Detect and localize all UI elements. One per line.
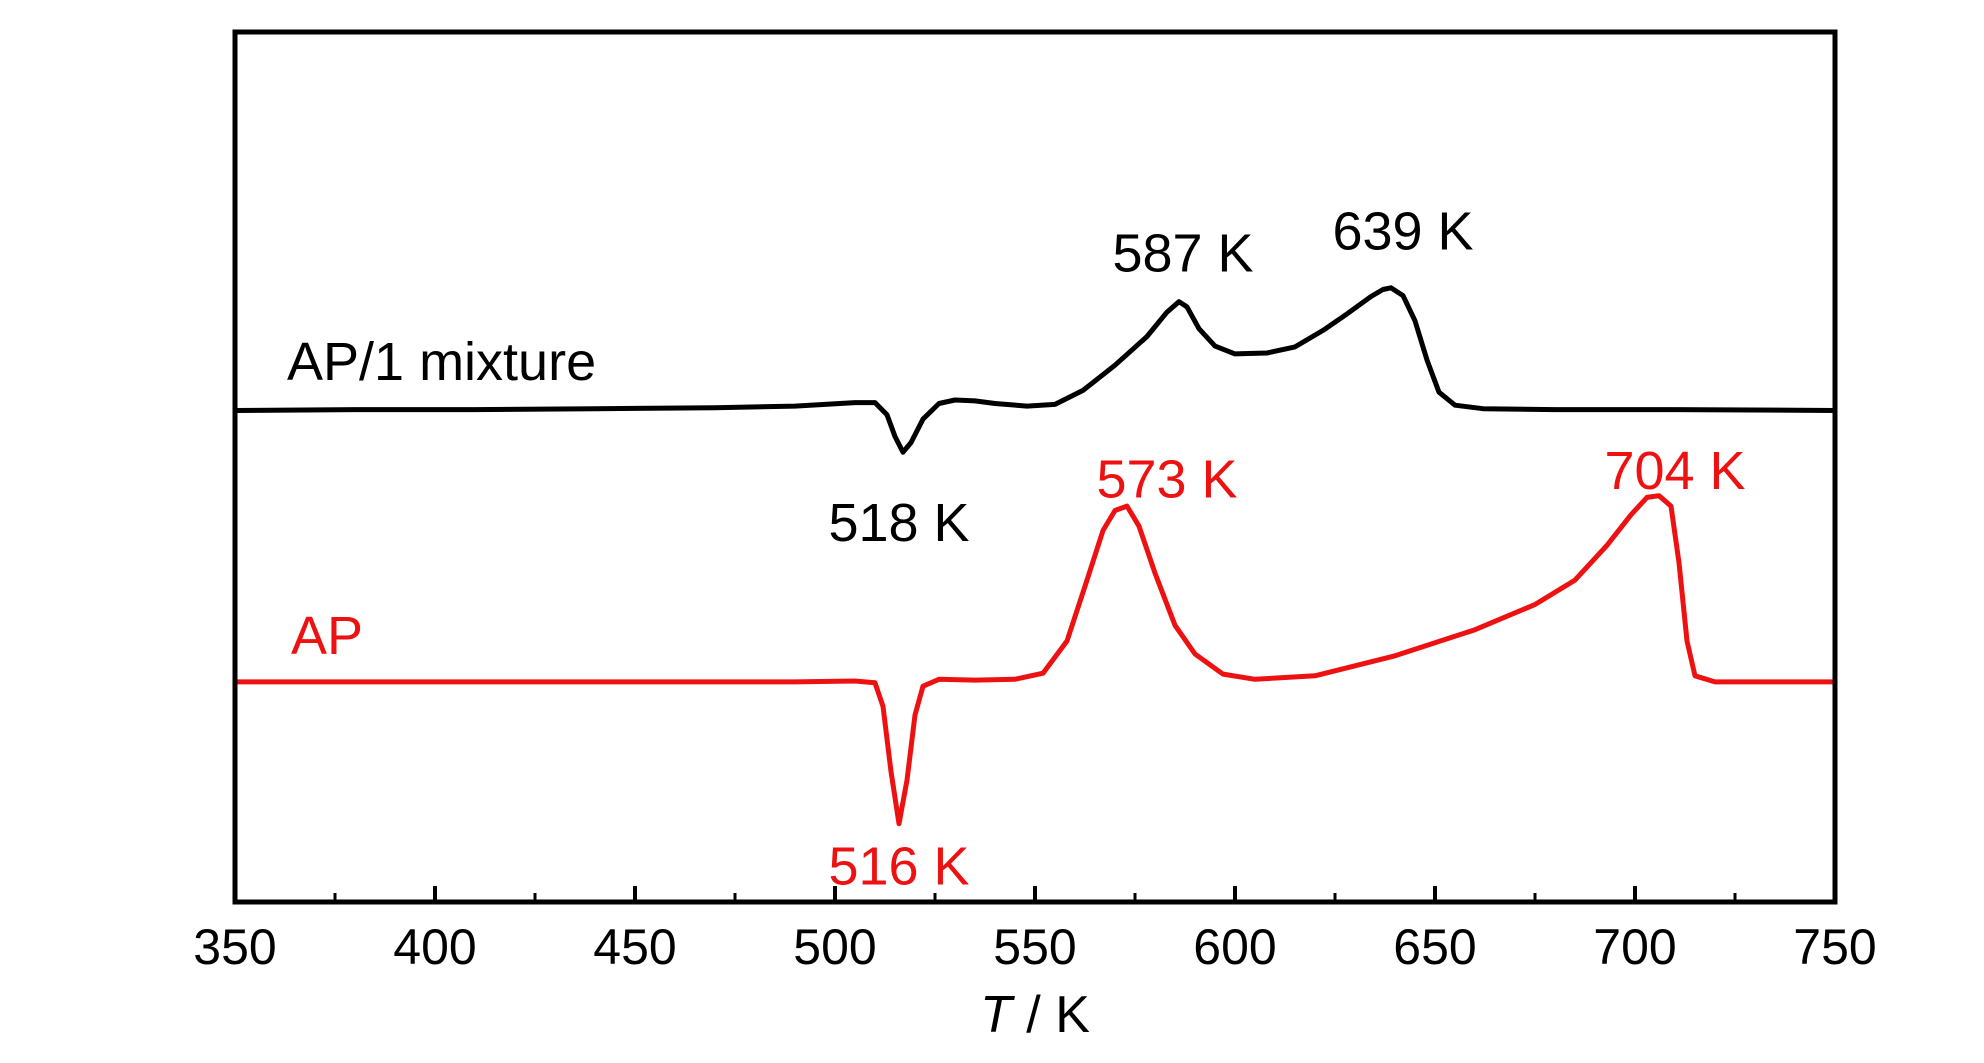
x-tick-label-650: 650	[1393, 919, 1476, 975]
peak-annotation-2: 518 K	[828, 493, 969, 553]
series-label-0: AP/1 mixture	[287, 332, 596, 392]
peak-annotation-5: 516 K	[828, 837, 969, 897]
x-tick-label-700: 700	[1593, 919, 1676, 975]
x-tick-label-600: 600	[1193, 919, 1276, 975]
x-tick-label-450: 450	[593, 919, 676, 975]
annotation-layer: AP/1 mixture AP 587 K 639 K 518 K 573 K 704 K 5…	[287, 202, 1746, 897]
peak-annotation-3: 573 K	[1096, 449, 1237, 509]
x-tick-label-750: 750	[1793, 919, 1876, 975]
x-axis-label-unit: / K	[1012, 986, 1090, 1044]
x-tick-label-550: 550	[993, 919, 1076, 975]
x-tick-label-500: 500	[793, 919, 876, 975]
peak-annotation-1: 639 K	[1332, 202, 1473, 262]
series-layer	[234, 285, 1836, 827]
x-axis-label-italic: T	[980, 986, 1015, 1044]
series-line-0	[234, 285, 1836, 455]
series-label-1: AP	[291, 606, 363, 666]
series-line-1	[235, 493, 1835, 827]
x-tick-label-350: 350	[193, 919, 276, 975]
x-tick-label-400: 400	[393, 919, 476, 975]
plot-frame	[232, 29, 1838, 905]
x-axis-label: T / K	[980, 986, 1090, 1044]
peak-annotation-0: 587 K	[1112, 223, 1253, 283]
x-axis: 350 400 450 500 550 600 650 700 750	[193, 886, 1877, 975]
peak-annotation-4: 704 K	[1604, 441, 1745, 501]
